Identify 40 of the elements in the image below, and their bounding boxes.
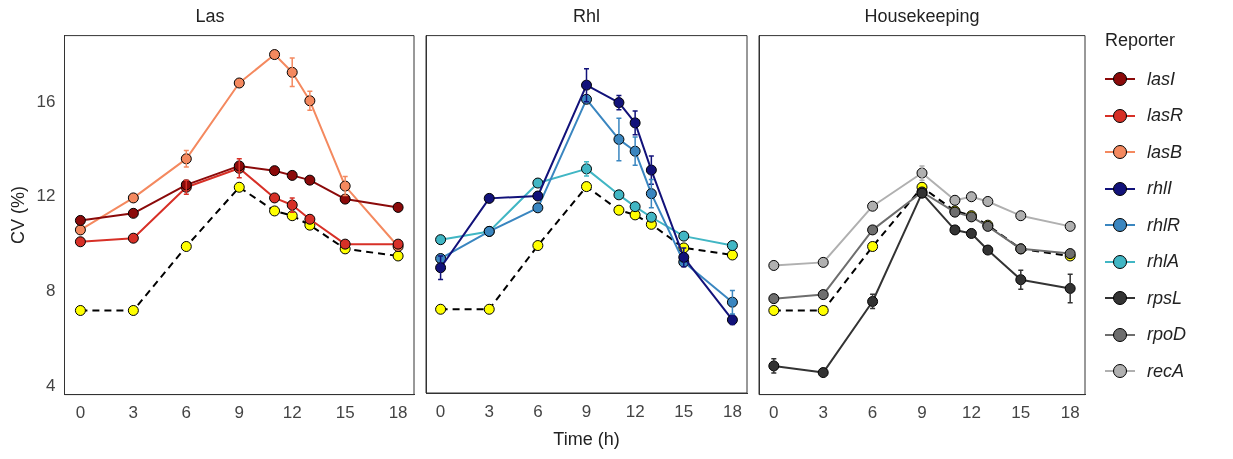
x-tick-label: 6 <box>181 403 192 423</box>
x-tick-label: 0 <box>435 401 446 421</box>
y-axis-title: CV (%) <box>7 186 28 245</box>
legend-label: rpoD <box>1147 324 1187 346</box>
y-tick-label: 12 <box>36 186 56 206</box>
x-tick-label: 18 <box>722 401 742 421</box>
x-tick-label: 12 <box>625 401 645 421</box>
legend-label: recA <box>1147 360 1185 382</box>
x-tick-label: 3 <box>818 403 828 423</box>
x-tick-label: 15 <box>335 403 355 423</box>
chart-title: Rhl <box>572 5 601 26</box>
legend-label: rpsL <box>1147 287 1183 309</box>
x-tick-label: 9 <box>581 401 592 421</box>
chart-title: Housekeeping <box>864 5 980 26</box>
x-tick-label: 18 <box>388 403 408 423</box>
x-tick-label: 6 <box>533 401 543 421</box>
legend-label: rhlR <box>1147 214 1181 236</box>
x-tick-label: 0 <box>769 403 779 423</box>
x-tick-label: 6 <box>867 403 878 423</box>
legend-label: rhlA <box>1147 251 1180 273</box>
chart-title: Las <box>195 5 225 26</box>
x-tick-label: 3 <box>484 401 494 421</box>
y-tick-label: 16 <box>36 91 56 111</box>
y-tick-label: 4 <box>46 375 56 395</box>
y-tick-label: 8 <box>46 281 56 301</box>
x-tick-label: 9 <box>234 403 244 423</box>
x-tick-label: 0 <box>75 403 86 423</box>
legend-label: rhlI <box>1147 178 1173 200</box>
legend-label: lasR <box>1147 105 1184 127</box>
legend-label: lasI <box>1147 68 1176 90</box>
x-tick-label: 12 <box>961 403 981 423</box>
x-tick-label: 18 <box>1060 403 1080 423</box>
x-tick-label: 12 <box>282 403 302 423</box>
legend-label: lasB <box>1147 141 1183 163</box>
x-tick-label: 15 <box>1011 403 1031 423</box>
x-axis-title: Time (h) <box>553 429 620 450</box>
x-tick-label: 9 <box>917 403 927 423</box>
legend-title: Reporter <box>1105 30 1177 51</box>
x-tick-label: 15 <box>674 401 694 421</box>
x-tick-label: 3 <box>128 403 139 423</box>
